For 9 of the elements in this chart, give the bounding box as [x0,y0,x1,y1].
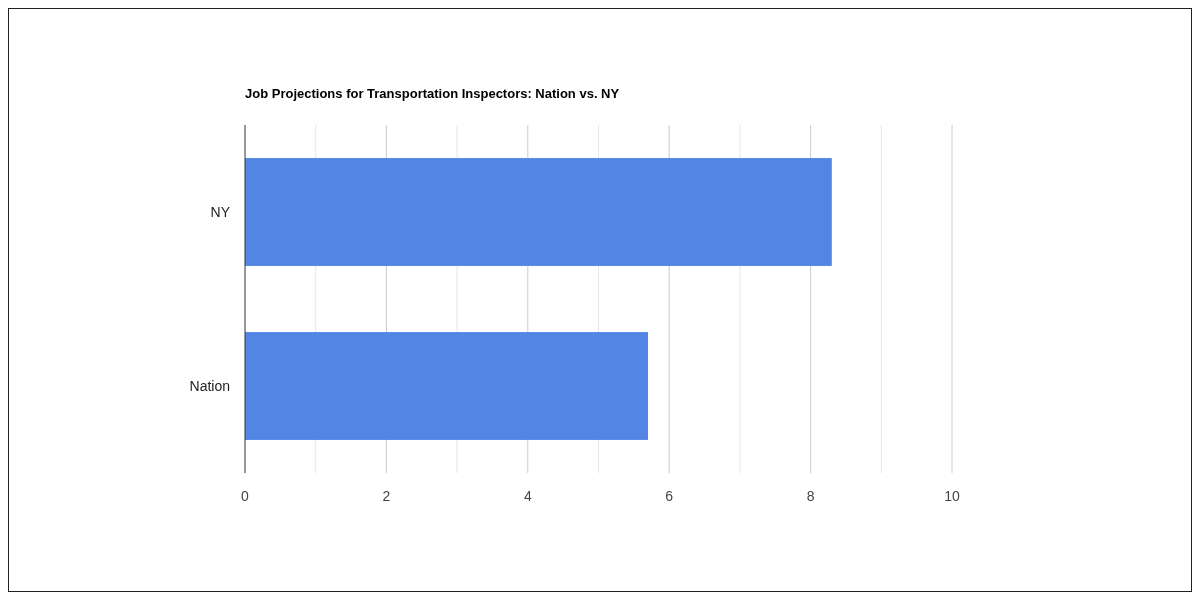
x-tick-label: 0 [241,488,250,504]
y-tick-label: NY [210,204,231,220]
y-tick-label: Nation [189,378,230,394]
x-tick-label: 4 [523,488,532,504]
x-tick-label: 8 [806,488,815,504]
x-tick-label: 2 [382,488,391,504]
x-tick-label: 10 [944,488,960,504]
chart-title: Job Projections for Transportation Inspectors: Nation vs. NY [245,86,620,101]
x-tick-label: 6 [665,488,674,504]
